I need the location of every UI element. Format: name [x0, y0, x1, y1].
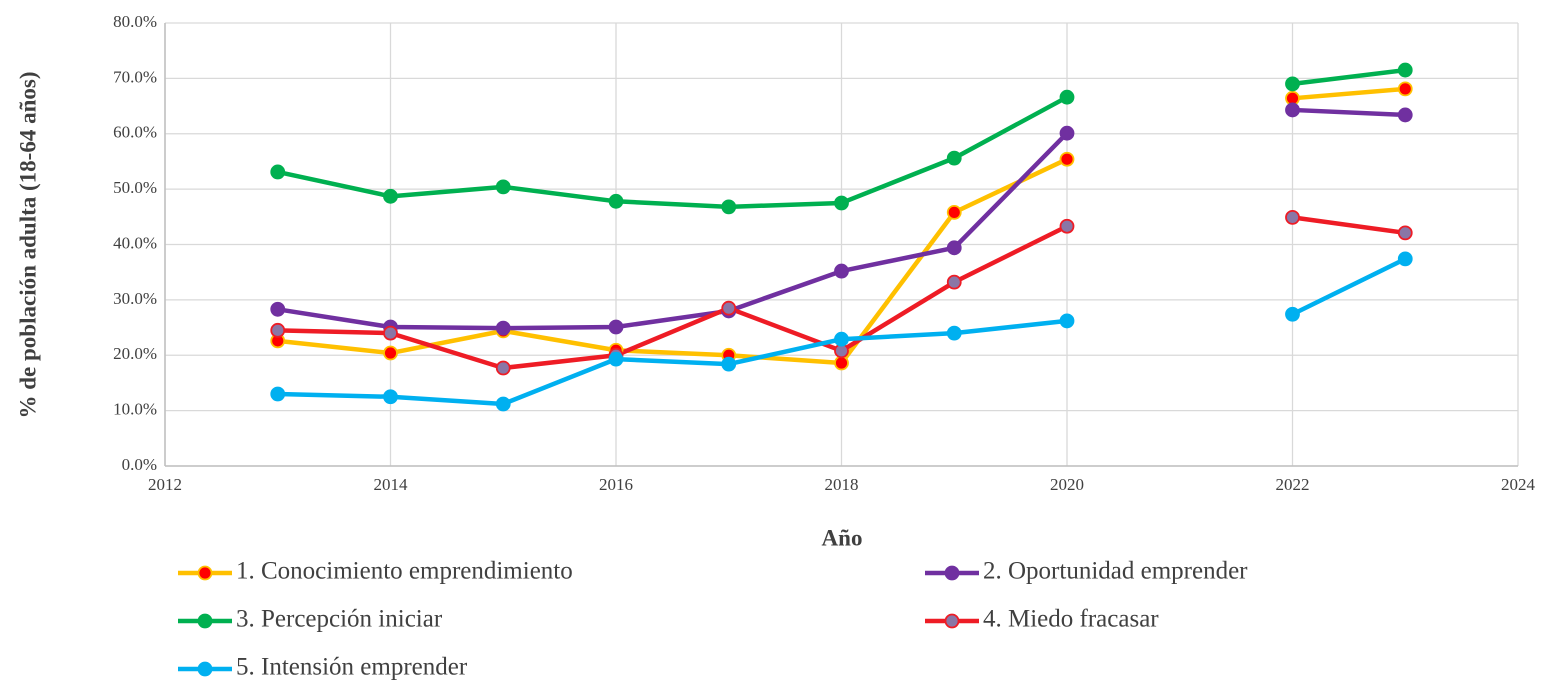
- legend-marker: [197, 661, 213, 677]
- data-point: [1059, 313, 1075, 329]
- data-point: [383, 325, 398, 341]
- data-point: [946, 150, 962, 166]
- data-point: [834, 355, 849, 371]
- y-tick-label: 0.0%: [122, 455, 157, 474]
- data-point: [721, 199, 737, 215]
- data-point: [608, 351, 624, 367]
- data-point: [495, 396, 511, 412]
- legend-label: 3. Percepción iniciar: [236, 606, 443, 633]
- data-point: [834, 331, 849, 347]
- x-tick-label: 2012: [148, 475, 182, 494]
- data-point: [1059, 125, 1075, 141]
- data-point: [1285, 306, 1300, 322]
- y-tick-label: 10.0%: [113, 400, 157, 419]
- data-point: [1285, 76, 1300, 92]
- data-point: [383, 389, 398, 405]
- legend-marker: [197, 565, 213, 581]
- data-point: [721, 300, 737, 316]
- data-point: [946, 240, 962, 256]
- data-point: [1059, 218, 1075, 234]
- data-point: [1285, 102, 1300, 118]
- data-point: [946, 274, 962, 290]
- series-line: [277, 157, 1068, 366]
- series-line: [1292, 67, 1406, 87]
- data-point: [1059, 151, 1075, 167]
- series-line: [1292, 86, 1406, 101]
- data-point: [608, 319, 624, 335]
- y-tick-label: 40.0%: [113, 233, 157, 252]
- data-point: [495, 360, 511, 376]
- data-point: [834, 195, 849, 211]
- data-point: [383, 345, 398, 361]
- x-tick-label: 2018: [825, 475, 859, 494]
- data-point: [1397, 62, 1413, 78]
- legend-label: 5. Intensión emprender: [236, 654, 468, 681]
- x-tick-label: 2022: [1276, 475, 1310, 494]
- y-axis-title: % de población adulta (18-64 años): [15, 72, 40, 419]
- legend-label: 2. Oportunidad emprender: [983, 558, 1248, 585]
- data-point: [270, 322, 286, 338]
- data-point: [270, 301, 286, 317]
- legend-label: 4. Miedo fracasar: [983, 606, 1159, 633]
- data-point: [1397, 225, 1413, 241]
- series-line: [1292, 107, 1406, 118]
- series-line: [1291, 256, 1407, 317]
- x-tick-label: 2016: [599, 475, 633, 494]
- data-point: [946, 204, 962, 220]
- data-point: [946, 325, 962, 341]
- data-point: [834, 263, 849, 279]
- data-point: [1285, 209, 1300, 225]
- data-point: [270, 164, 286, 180]
- y-tick-label: 20.0%: [113, 344, 157, 363]
- x-axis-title: Año: [822, 525, 863, 550]
- data-point: [270, 386, 286, 402]
- legend-marker: [944, 565, 960, 581]
- series-line: [277, 95, 1069, 210]
- series-line: [277, 131, 1069, 331]
- data-point: [608, 193, 624, 209]
- data-point: [383, 188, 398, 204]
- y-tick-label: 30.0%: [113, 289, 157, 308]
- x-tick-label: 2014: [374, 475, 409, 494]
- data-point: [1397, 81, 1413, 97]
- x-tick-label: 2020: [1050, 475, 1084, 494]
- series-line: [277, 224, 1068, 371]
- data-point: [1397, 251, 1413, 267]
- data-point: [1059, 89, 1075, 105]
- y-tick-label: 70.0%: [113, 67, 157, 86]
- y-tick-label: 50.0%: [113, 178, 157, 197]
- y-tick-label: 80.0%: [113, 12, 157, 31]
- series-line: [277, 318, 1068, 407]
- data-point: [1397, 107, 1413, 123]
- data-point: [495, 179, 511, 195]
- legend-marker: [197, 613, 213, 629]
- series-line: [1292, 215, 1406, 236]
- data-point: [495, 320, 511, 336]
- x-tick-label: 2024: [1501, 475, 1536, 494]
- legend-marker: [944, 613, 960, 629]
- y-tick-label: 60.0%: [113, 123, 157, 142]
- legend-label: 1. Conocimiento emprendimiento: [236, 558, 573, 585]
- data-point: [721, 356, 737, 372]
